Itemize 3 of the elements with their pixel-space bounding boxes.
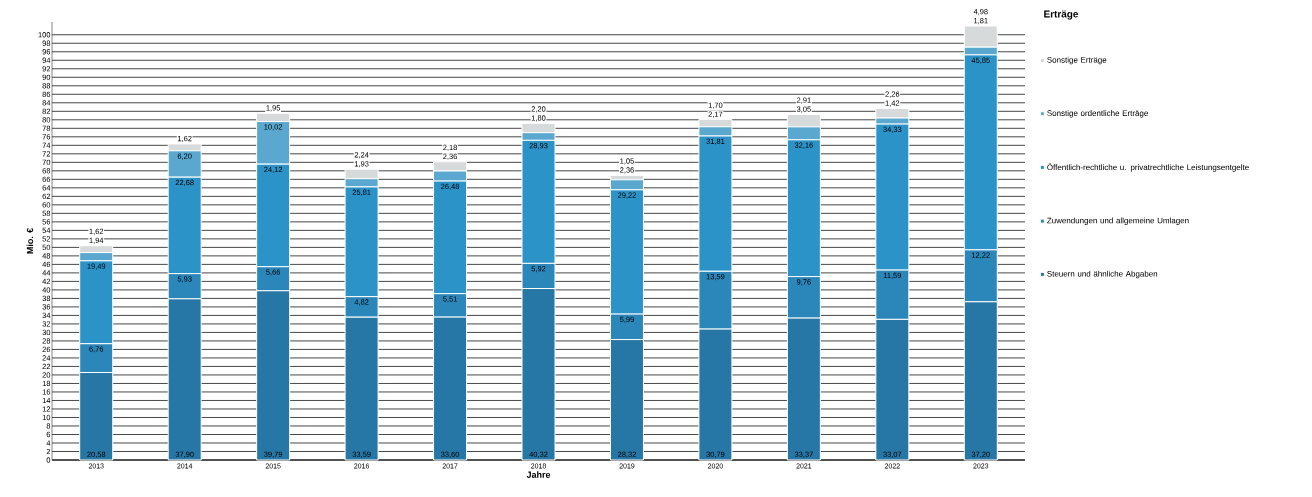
y-axis-title: Mio. € [26,228,34,254]
legend-title: Erträge [1044,10,1079,20]
x-axis-title: Jahre [526,471,551,478]
